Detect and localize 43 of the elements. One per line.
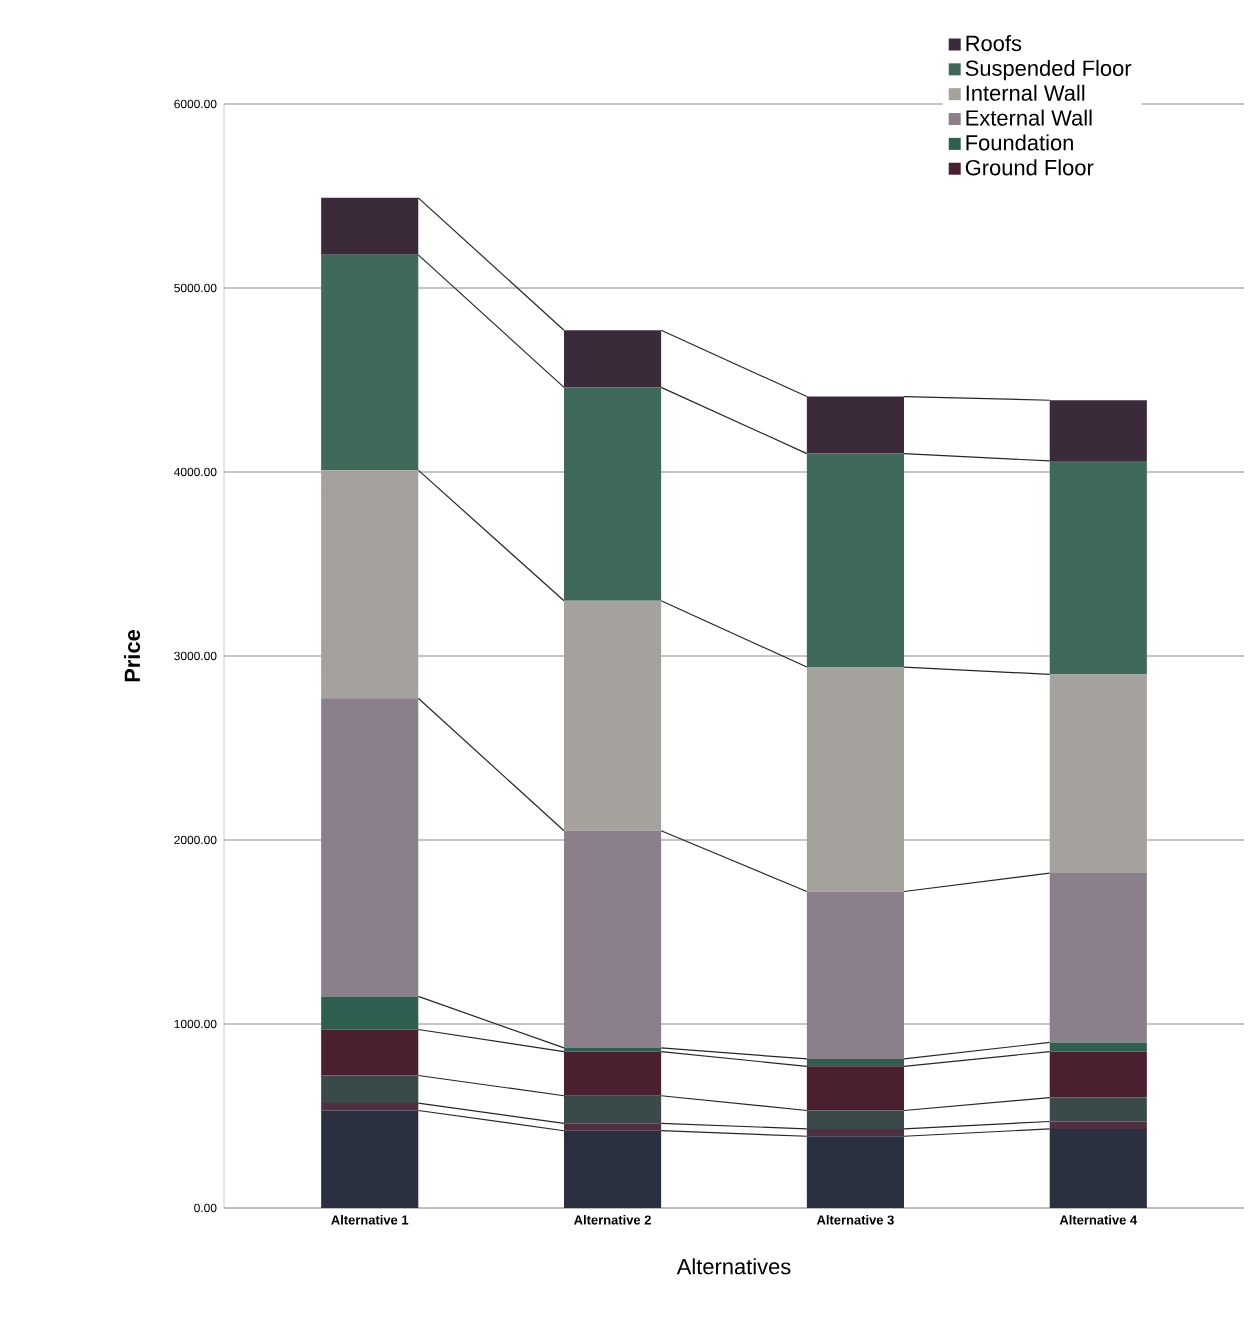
bar bbox=[1049, 1051, 1147, 1098]
bar bbox=[1049, 1121, 1147, 1129]
bar bbox=[321, 470, 419, 699]
bar bbox=[321, 1029, 419, 1076]
bar bbox=[564, 387, 662, 601]
bar bbox=[806, 1058, 904, 1067]
bar bbox=[1049, 460, 1147, 675]
bar bbox=[564, 1123, 662, 1131]
legend-label: External Wall bbox=[966, 109, 1092, 126]
bar bbox=[564, 1130, 662, 1208]
legend-label: Roofs bbox=[966, 35, 1022, 52]
bar bbox=[806, 396, 904, 454]
bar bbox=[564, 330, 662, 388]
bar bbox=[321, 1103, 419, 1111]
bar bbox=[806, 667, 904, 892]
bar bbox=[806, 1136, 904, 1208]
bar bbox=[806, 1066, 904, 1111]
bar bbox=[1049, 1128, 1147, 1208]
bar bbox=[1049, 1097, 1147, 1122]
legend-label: Internal Wall bbox=[966, 84, 1085, 101]
bar bbox=[1049, 400, 1147, 461]
bar bbox=[321, 1075, 419, 1104]
legend-label: Suspended Floor bbox=[965, 59, 1132, 81]
bar bbox=[564, 830, 662, 1048]
bar bbox=[1049, 873, 1147, 1043]
legend-label: Foundation bbox=[966, 134, 1073, 151]
bar bbox=[321, 698, 419, 997]
legend-label: Ground Floor bbox=[965, 159, 1094, 176]
y-axis-title: Price bbox=[123, 629, 141, 682]
bar bbox=[564, 1051, 662, 1096]
x-axis-title: Alternatives bbox=[676, 1258, 791, 1275]
bar bbox=[806, 453, 904, 668]
bar bbox=[321, 996, 419, 1030]
bar bbox=[564, 600, 662, 831]
bar bbox=[321, 1110, 419, 1208]
bar bbox=[806, 891, 904, 1059]
bar bbox=[321, 197, 419, 255]
bar bbox=[806, 1110, 904, 1129]
bar bbox=[1049, 674, 1147, 874]
bar bbox=[564, 1095, 662, 1124]
bar bbox=[1049, 1042, 1147, 1052]
bar bbox=[806, 1128, 904, 1137]
bar bbox=[321, 254, 419, 471]
